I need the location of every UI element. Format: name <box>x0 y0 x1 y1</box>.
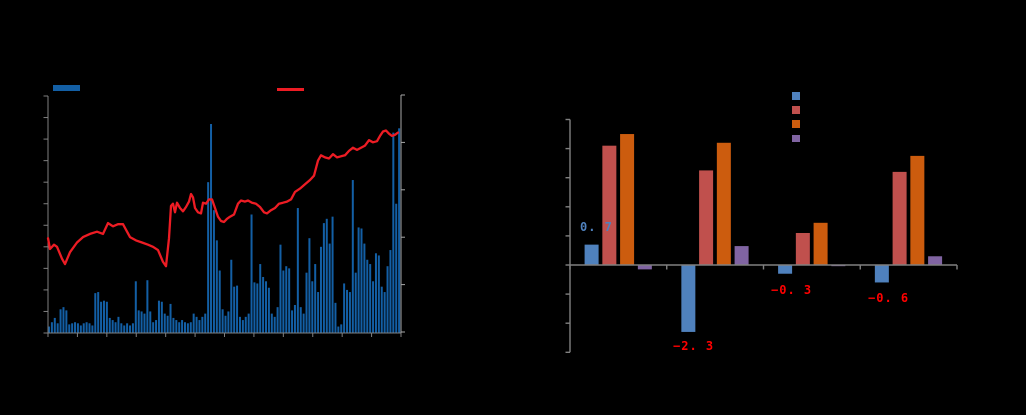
right-bars-series-red <box>602 145 907 265</box>
left-chart-legend-bar-swatch <box>53 85 80 91</box>
left-chart-axes <box>43 95 402 337</box>
data-label-blue-bar-cat2: −2. 3 <box>673 339 715 353</box>
left-chart-secondary-axis <box>400 94 405 333</box>
right-bars-series-orange <box>620 134 925 266</box>
right-legend-swatch-red <box>792 106 800 114</box>
data-label-blue-bar-cat1: 0. 7 <box>580 220 613 234</box>
left-red-line-series <box>46 129 400 268</box>
data-label-blue-bar-cat4: −0. 6 <box>868 291 910 305</box>
right-legend-swatch-purple <box>792 134 800 143</box>
data-label-blue-bar-cat3: −0. 3 <box>771 283 813 297</box>
left-bars-series <box>48 124 401 333</box>
left-combo-bar-line-chart <box>43 94 405 337</box>
right-chart-axes <box>565 118 958 354</box>
right-grouped-bar-chart <box>565 118 958 354</box>
right-bars-series-blue <box>584 244 889 332</box>
left-chart-legend-line-swatch <box>277 88 304 91</box>
right-legend-swatch-orange <box>792 120 800 128</box>
right-legend-swatch-blue <box>792 92 800 100</box>
